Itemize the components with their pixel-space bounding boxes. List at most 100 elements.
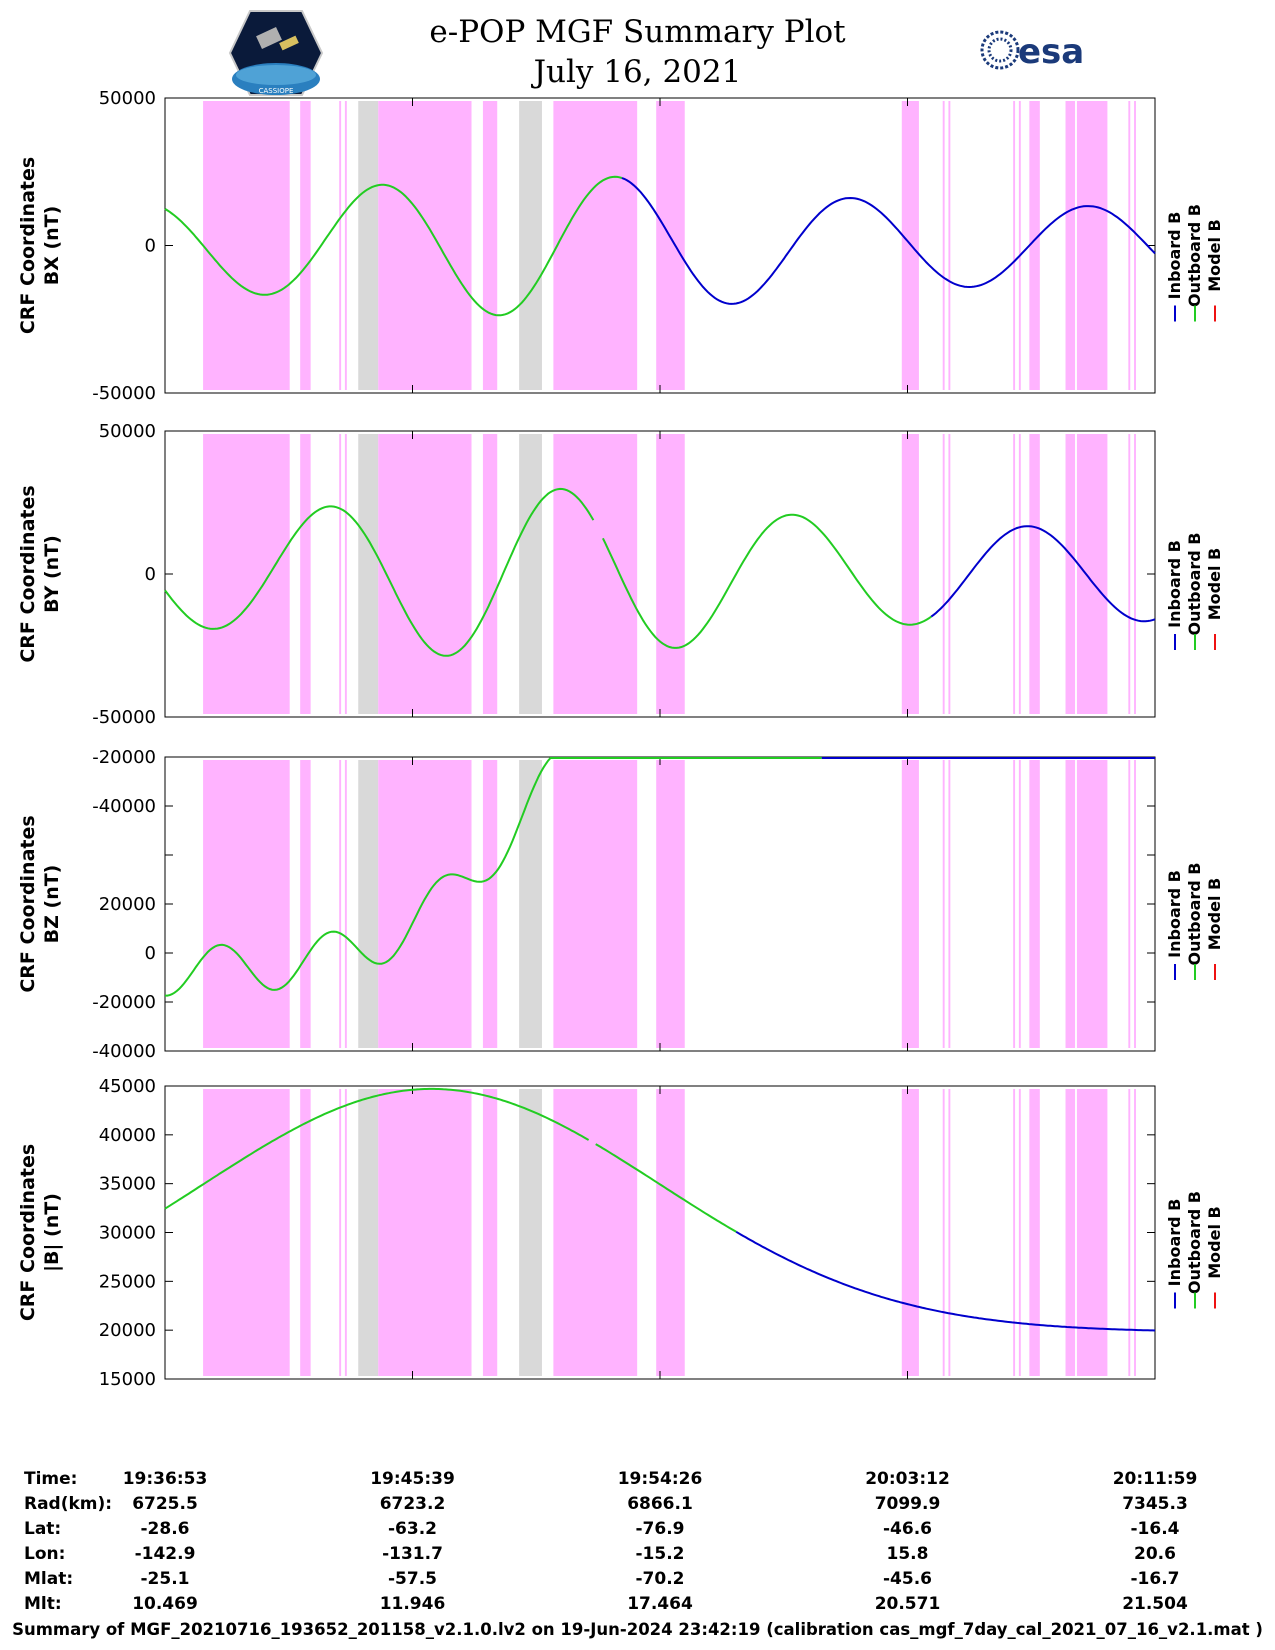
data-band-pink: [948, 760, 951, 1048]
data-band-pink: [942, 434, 945, 714]
data-band-pink: [1018, 760, 1021, 1048]
outboard-b-trace: [164, 175, 623, 317]
legend-label: Model B: [1205, 219, 1224, 291]
data-band-pink: [656, 101, 685, 390]
inboard-b-trace: [621, 177, 1156, 305]
y-axis-label: CRF Coordinates BX (nT): [17, 157, 63, 334]
data-band-pink: [948, 1089, 951, 1376]
data-band-pink: [344, 101, 347, 390]
table-cell: 21.504: [1122, 1594, 1188, 1614]
data-band-pink: [203, 101, 290, 390]
data-band-pink: [1029, 1089, 1040, 1376]
table-row-label: Time:: [24, 1469, 77, 1489]
panel-1: CRF Coordinates BX (nT) Inboard B Outboard …: [17, 97, 1224, 394]
data-band-pink: [339, 1089, 342, 1376]
panel-3: CRF Coordinates BZ (nT) Inboard B Outboard …: [17, 756, 1224, 1052]
legend-label: Inboard B: [1165, 870, 1184, 958]
data-band-pink: [1065, 760, 1076, 1048]
table-cell: -25.1: [141, 1569, 190, 1589]
data-band-pink: [1018, 101, 1021, 390]
data-band-pink: [553, 760, 638, 1048]
table-cell: -57.5: [388, 1569, 437, 1589]
data-band-pink: [482, 434, 498, 714]
inboard-b-trace: [735, 1230, 1156, 1332]
table-cell: -131.7: [382, 1544, 443, 1564]
data-band-pink: [1029, 101, 1040, 390]
data-band-gray: [358, 434, 379, 714]
data-band-pink: [482, 1089, 498, 1376]
data-band-pink: [339, 760, 342, 1048]
table-cell: -63.2: [388, 1519, 437, 1539]
table-cell: 7099.9: [875, 1494, 941, 1514]
data-band-pink: [300, 434, 311, 714]
table-cell: 6723.2: [380, 1494, 446, 1514]
legend: Inboard B Outboard B Model B: [1165, 533, 1224, 650]
data-band-pink: [1029, 760, 1040, 1048]
data-band-pink: [203, 760, 290, 1048]
table-cell: 19:45:39: [370, 1469, 455, 1489]
data-band-pink: [339, 434, 342, 714]
data-band-pink: [344, 760, 347, 1048]
data-band-gray: [519, 760, 542, 1048]
table-row-label: Lat:: [24, 1519, 61, 1539]
plot-date: July 16, 2021: [533, 54, 742, 90]
data-band-pink: [378, 434, 472, 714]
y-axis-label-line1: CRF Coordinates: [17, 815, 39, 992]
y-tick-label: -40000: [92, 1041, 156, 1062]
legend-label: Inboard B: [1165, 1199, 1184, 1287]
y-tick-label: 50000: [99, 421, 156, 442]
data-band-pink: [1065, 1089, 1076, 1376]
data-band-pink: [1134, 760, 1136, 1048]
y-tick-label: -50000: [92, 707, 156, 728]
legend-label: Model B: [1205, 548, 1224, 620]
y-tick-label: 15000: [99, 1369, 156, 1390]
data-band-pink: [942, 760, 945, 1048]
data-band-pink: [553, 434, 638, 714]
data-band-pink: [378, 760, 472, 1048]
data-band-pink: [901, 434, 919, 714]
data-band-pink: [300, 1089, 311, 1376]
legend: Inboard B Outboard B Model B: [1165, 863, 1224, 980]
data-band-pink: [1076, 760, 1108, 1048]
data-band-pink: [1076, 1089, 1108, 1376]
data-band-pink: [1134, 101, 1136, 390]
legend-label: Outboard B: [1185, 533, 1204, 636]
data-band-pink: [553, 1089, 638, 1376]
esa-logo: esa: [980, 30, 1084, 72]
legend-label: Outboard B: [1185, 204, 1204, 307]
table-cell: -70.2: [636, 1569, 685, 1589]
data-band-gray: [519, 101, 542, 390]
data-band-pink: [203, 434, 290, 714]
data-band-pink: [1018, 434, 1021, 714]
table-cell: -142.9: [135, 1544, 196, 1564]
y-tick-label: 25000: [99, 1271, 156, 1292]
y-tick-label: 0: [145, 564, 156, 585]
svg-text:CASSIOPE: CASSIOPE: [259, 87, 294, 95]
table-row-label: Mlt:: [24, 1594, 62, 1614]
legend: Inboard B Outboard B Model B: [1165, 204, 1224, 322]
table-cell: -15.2: [636, 1544, 685, 1564]
data-band-pink: [482, 760, 498, 1048]
data-band-pink: [1018, 1089, 1021, 1376]
table-cell: 11.946: [380, 1594, 446, 1614]
y-axis-label-line2: BZ (nT): [41, 865, 63, 944]
data-band-pink: [1128, 101, 1131, 390]
table-cell: 7345.3: [1122, 1494, 1188, 1514]
data-band-pink: [1076, 434, 1108, 714]
table-cell: 20:03:12: [865, 1469, 950, 1489]
data-band-pink: [378, 101, 472, 390]
table-cell: -28.6: [141, 1519, 190, 1539]
legend-label: Outboard B: [1185, 1191, 1204, 1294]
y-axis-label: CRF Coordinates BZ (nT): [17, 815, 63, 992]
table-cell: -46.6: [883, 1519, 932, 1539]
data-band-pink: [344, 434, 347, 714]
data-band-pink: [1065, 434, 1076, 714]
table-cell: -45.6: [883, 1569, 932, 1589]
y-tick-label: 0: [145, 236, 156, 257]
table-cell: 6725.5: [132, 1494, 198, 1514]
table-cell: 10.469: [132, 1594, 198, 1614]
y-axis-label: CRF Coordinates BY (nT): [17, 485, 63, 662]
table-row-label: Lon:: [24, 1544, 65, 1564]
data-band-gray: [358, 101, 379, 390]
data-band-pink: [203, 1089, 290, 1376]
